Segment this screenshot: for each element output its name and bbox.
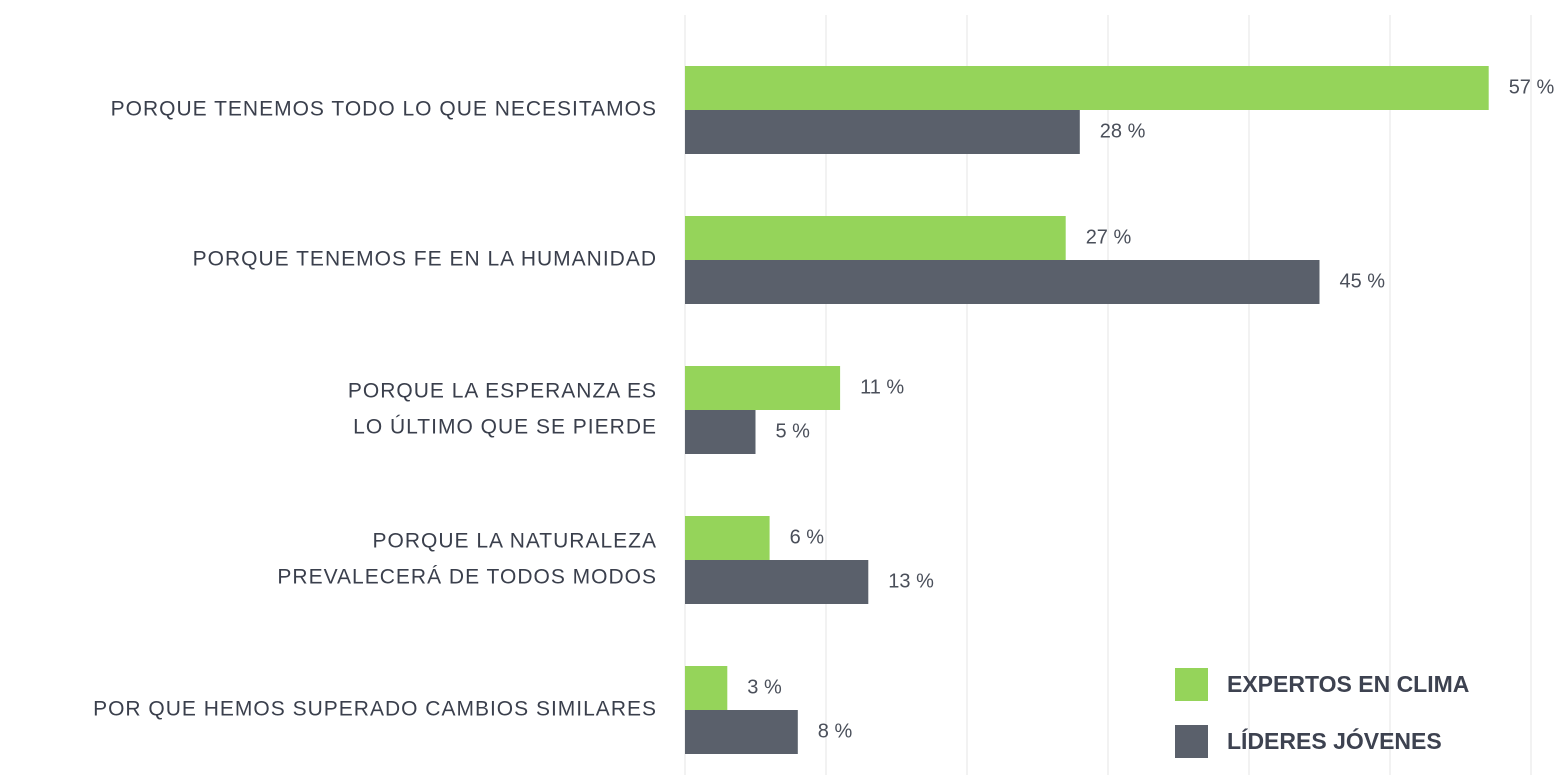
bar — [685, 516, 770, 560]
value-label: 8 % — [818, 720, 853, 742]
bar — [685, 216, 1066, 260]
bar — [685, 66, 1489, 110]
value-label: 11 % — [860, 376, 904, 398]
value-label: 6 % — [790, 526, 825, 548]
legend-label: LÍDERES JÓVENES — [1227, 727, 1442, 754]
category-label: POR QUE HEMOS SUPERADO CAMBIOS SIMILARES — [93, 698, 657, 721]
legend-swatch — [1175, 725, 1208, 758]
bar — [685, 260, 1320, 304]
category-label: PORQUE LA ESPERANZA ES — [348, 380, 657, 403]
value-label: 3 % — [747, 676, 782, 698]
category-label: PORQUE LA NATURALEZA — [372, 530, 657, 553]
value-label: 28 % — [1100, 120, 1146, 142]
value-label: 45 % — [1340, 270, 1386, 292]
value-label: 27 % — [1086, 226, 1132, 248]
bar — [685, 710, 798, 754]
legend-label: EXPERTOS EN CLIMA — [1227, 671, 1469, 697]
category-label: PREVALECERÁ DE TODOS MODOS — [277, 566, 657, 589]
category-label: LO ÚLTIMO QUE SE PIERDE — [353, 416, 657, 439]
category-label: PORQUE TENEMOS TODO LO QUE NECESITAMOS — [111, 98, 657, 121]
bar — [685, 666, 728, 710]
value-label: 57 % — [1509, 76, 1555, 98]
value-label: 5 % — [776, 420, 811, 442]
bar — [685, 366, 841, 410]
category-label: PORQUE TENEMOS FE EN LA HUMANIDAD — [193, 248, 657, 271]
bar — [685, 560, 869, 604]
bar — [685, 410, 756, 454]
value-label: 13 % — [888, 570, 934, 592]
bar — [685, 110, 1080, 154]
legend-swatch — [1175, 668, 1208, 701]
